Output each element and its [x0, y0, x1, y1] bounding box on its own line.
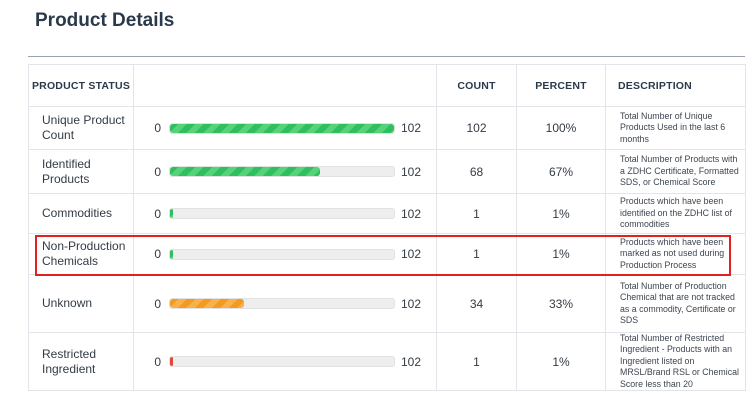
row-bar-cell: 0 102: [133, 106, 437, 150]
row-percent: 33%: [516, 274, 606, 333]
row-count: 1: [436, 331, 517, 392]
row-description: Products which have been marked as not u…: [605, 233, 746, 275]
progress-bar: [169, 356, 395, 368]
bar-max-label: 102: [401, 296, 422, 311]
row-status: Identified Products: [28, 149, 134, 194]
bar-max-label: 102: [401, 247, 422, 261]
bar-min-label: 0: [154, 247, 161, 261]
table-header-row: PRODUCT STATUS COUNT PERCENT DESCRIPTION: [28, 64, 746, 107]
row-count: 34: [436, 274, 517, 333]
bar-min-label: 0: [154, 164, 161, 179]
progress-fill: [170, 249, 173, 259]
row-description: Total Number of Restricted Ingredient - …: [605, 331, 746, 392]
bar-max-label: 102: [401, 121, 422, 135]
bar-max-label: 102: [401, 164, 422, 179]
row-count: 102: [436, 106, 517, 150]
product-details-table: PRODUCT STATUS COUNT PERCENT DESCRIPTION…: [28, 64, 746, 392]
progress-fill: [170, 167, 321, 176]
row-description: Products which have been identified on t…: [605, 193, 746, 234]
row-percent: 1%: [516, 193, 606, 234]
row-status: Non-Production Chemicals: [28, 233, 134, 275]
bar-min-label: 0: [154, 206, 161, 221]
bar-min-label: 0: [154, 296, 161, 311]
header-bar: [133, 64, 437, 107]
bar-min-label: 0: [154, 354, 161, 369]
table-row: Commodities 0 102 1 1% Products which ha…: [28, 193, 746, 234]
row-bar-cell: 0 102: [133, 149, 437, 194]
row-description: Total Number of Production Chemical that…: [605, 274, 746, 333]
progress-bar: [169, 298, 395, 309]
row-description: Total Number of Products with a ZDHC Cer…: [605, 149, 746, 194]
row-status: Unique Product Count: [28, 106, 134, 150]
progress-bar: [169, 166, 395, 177]
row-percent: 1%: [516, 331, 606, 392]
table-row: Restricted Ingredient 0 102 1 1% Total N…: [28, 331, 746, 392]
header-percent: PERCENT: [516, 64, 606, 107]
table-row: Unique Product Count 0 102 102 100% Tota…: [28, 106, 746, 150]
row-status: Restricted Ingredient: [28, 331, 134, 392]
progress-bar: [169, 248, 395, 260]
progress-bar: [169, 122, 395, 134]
row-bar-cell: 0 102: [133, 331, 437, 392]
row-bar-cell: 0 102: [133, 193, 437, 234]
row-percent: 100%: [516, 106, 606, 150]
progress-fill: [170, 299, 244, 308]
table-row: Identified Products 0 102 68 67% Total N…: [28, 149, 746, 194]
bar-max-label: 102: [401, 206, 422, 221]
bar-max-label: 102: [401, 354, 422, 369]
progress-fill: [170, 357, 173, 367]
row-description: Total Number of Unique Products Used in …: [605, 106, 746, 150]
progress-fill: [170, 209, 173, 218]
row-status: Commodities: [28, 193, 134, 234]
table-row-highlighted: Non-Production Chemicals 0 102 1 1% Prod…: [28, 233, 746, 275]
header-description: DESCRIPTION: [605, 64, 746, 107]
table-row: Unknown 0 102 34 33% Total Number of Pro…: [28, 274, 746, 333]
row-percent: 1%: [516, 233, 606, 275]
bar-min-label: 0: [154, 121, 161, 135]
row-bar-cell: 0 102: [133, 233, 437, 275]
page-title: Product Details: [35, 10, 175, 31]
row-count: 1: [436, 233, 517, 275]
title-divider: [28, 56, 745, 57]
row-count: 68: [436, 149, 517, 194]
progress-bar: [169, 208, 395, 219]
row-count: 1: [436, 193, 517, 234]
header-count: COUNT: [436, 64, 517, 107]
row-bar-cell: 0 102: [133, 274, 437, 333]
row-percent: 67%: [516, 149, 606, 194]
progress-fill: [170, 123, 394, 133]
row-status: Unknown: [28, 274, 134, 333]
header-product-status: PRODUCT STATUS: [28, 64, 134, 107]
